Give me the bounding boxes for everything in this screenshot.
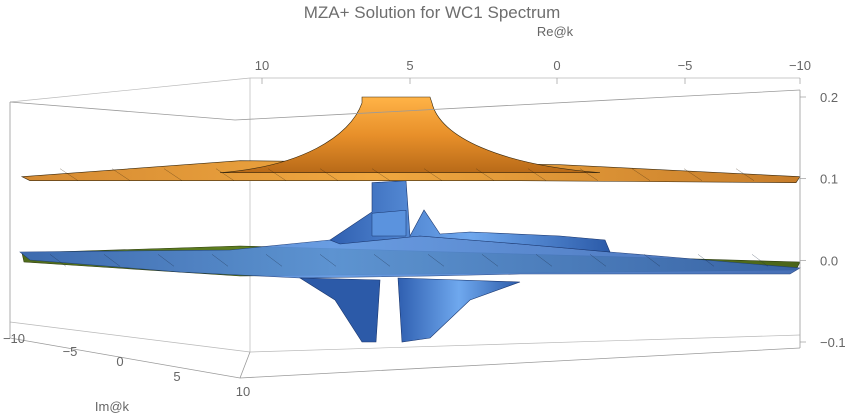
z-tick-label: −0.1 (820, 335, 846, 350)
lower-mesh-line (427, 254, 445, 267)
orange-mesh-line (423, 168, 443, 181)
im-axis-label: Im@k (95, 399, 130, 414)
orange-peak (219, 96, 601, 173)
z-tick-label: 0.2 (820, 90, 838, 105)
z-tick-label: 0.0 (820, 253, 838, 268)
lower-mesh-line (697, 254, 715, 267)
im-tick-label: −5 (63, 344, 78, 359)
surfaces-group (19, 96, 801, 343)
lower-mesh-line (157, 254, 175, 267)
orange-mesh-line (59, 168, 79, 181)
orange-mesh-line (735, 168, 755, 181)
orange-mesh-line (319, 168, 339, 181)
z-axis-ticks: 0.2 0.1 0.0 −0.1 (800, 90, 846, 350)
lower-mesh-line (49, 254, 67, 267)
orange-mesh-line (527, 168, 547, 181)
lower-mesh-line (751, 254, 769, 267)
re-tick-label: 5 (406, 58, 413, 73)
lower-mesh-line (373, 254, 391, 267)
im-tick-label: 10 (236, 384, 250, 399)
re-tick-label: 0 (553, 58, 560, 73)
re-tick-label: 10 (255, 58, 269, 73)
orange-mesh-line (683, 168, 703, 181)
orange-mesh-line (371, 168, 391, 181)
lower-mesh-line (643, 254, 661, 267)
lower-mesh-line (211, 254, 229, 267)
im-axis-ticks: −10 −5 0 5 10 (3, 331, 250, 399)
chart-title: MZA+ Solution for WC1 Spectrum (304, 3, 561, 22)
blue-surface (19, 235, 801, 279)
box-front-edges (9, 89, 801, 379)
lower-mesh-line (535, 254, 553, 267)
orange-mesh-line (631, 168, 651, 181)
orange-mesh-line (163, 168, 183, 181)
re-tick-label: −10 (789, 58, 811, 73)
blue-trough-right (397, 277, 521, 343)
re-tick-label: −5 (678, 58, 693, 73)
re-axis-label: Re@k (537, 24, 574, 39)
box-back-edges (9, 77, 801, 353)
lower-mesh-line (319, 254, 337, 267)
orange-mesh-line (215, 168, 235, 181)
lower-mesh-line (103, 254, 121, 267)
orange-mesh-line (267, 168, 287, 181)
im-tick-label: −10 (3, 331, 25, 346)
blue-trough-left (298, 277, 381, 343)
im-tick-label: 0 (116, 354, 123, 369)
im-tick-label: 5 (173, 369, 180, 384)
re-axis-ticks: 10 5 0 −5 −10 (255, 58, 811, 84)
blue-column-face (371, 209, 407, 237)
lower-mesh-line (589, 254, 607, 267)
orange-mesh-line (111, 168, 131, 181)
z-tick-label: 0.1 (820, 172, 838, 187)
lower-mesh-line (265, 254, 283, 267)
orange-mesh-line (475, 168, 495, 181)
orange-mesh-line (579, 168, 599, 181)
lower-mesh-line (481, 254, 499, 267)
